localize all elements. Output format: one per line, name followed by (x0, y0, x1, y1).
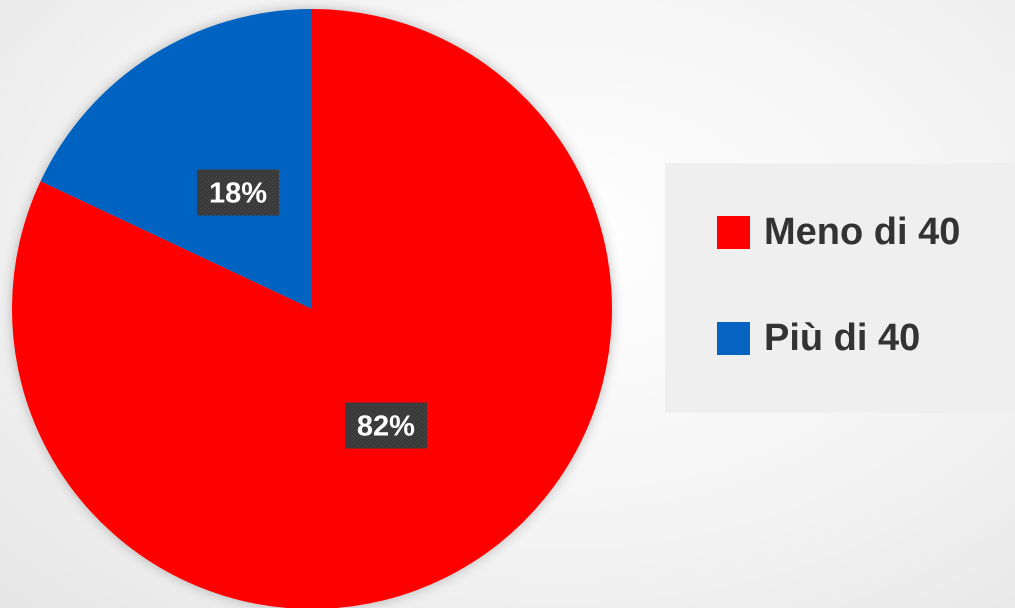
pie-slice-meno-di-40 (12, 9, 612, 608)
data-label-box (344, 402, 427, 449)
pie-slice-piu-di-40 (40, 8, 313, 309)
legend-label-piu-di-40: Più di 40 (764, 316, 921, 359)
legend-swatch-piu-di-40 (717, 321, 750, 355)
data-label-box (197, 169, 280, 216)
chart-legend: Meno di 40 Più di 40 (665, 163, 1015, 413)
data-label-piu-di-40: 18% (197, 169, 280, 216)
pie-data-labels: 82% 18% (197, 169, 427, 449)
legend-item-meno-di-40: Meno di 40 (717, 207, 1015, 257)
data-label-text: 82% (357, 411, 415, 443)
pie-slices (12, 8, 612, 608)
legend-label-meno-di-40: Meno di 40 (764, 210, 961, 253)
data-label-meno-di-40: 82% (344, 402, 427, 449)
legend-swatch-meno-di-40 (717, 215, 750, 249)
data-label-text: 18% (209, 177, 267, 209)
legend-item-piu-di-40: Più di 40 (717, 313, 1015, 363)
